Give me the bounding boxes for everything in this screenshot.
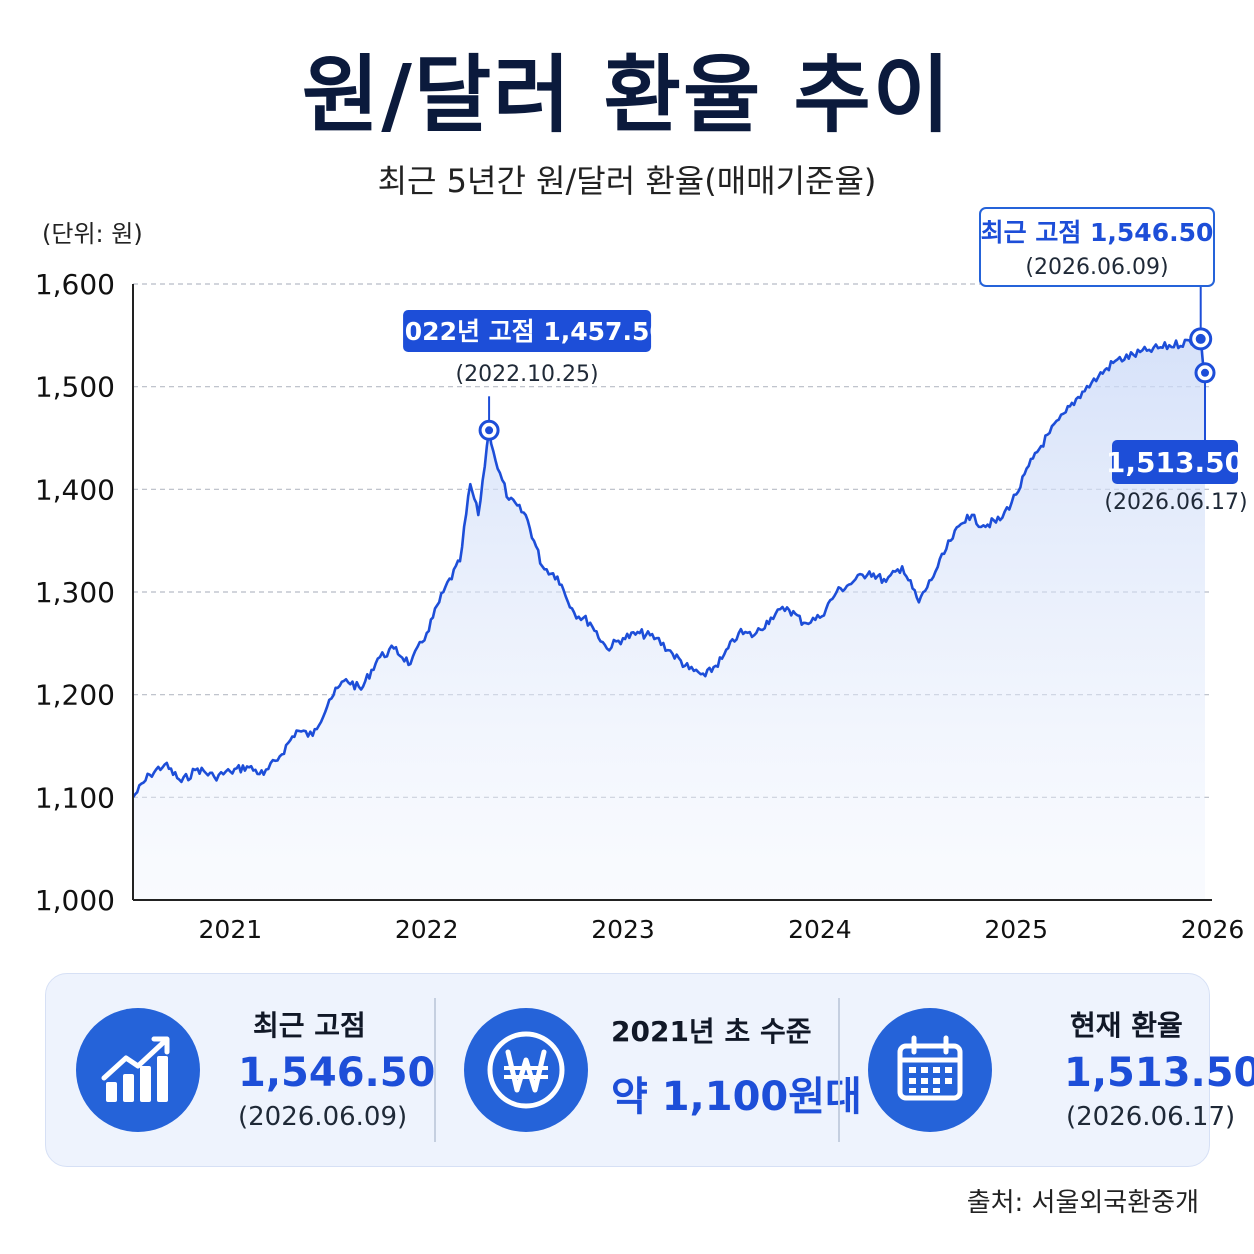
annotation-date: (2026.06.09) [1025,255,1168,280]
stat-date: (2026.06.17) [1066,1102,1236,1132]
y-tick-label: 1,300 [35,576,115,609]
series-line [131,337,1207,799]
y-tick-label: 1,500 [35,371,115,404]
stat-label: 현재 환율 [1070,1009,1183,1042]
annotation-marker-dot [1201,368,1210,377]
stat-2021-level: 2021년 초 수준 약 1,100원대 [436,974,862,1166]
axis-layer: 1,000 1,100 1,200 1,300 1,400 1,500 1,600 2021 2… [35,268,1245,944]
y-tick-label: 1,400 [35,473,115,506]
annotation-marker-dot [485,426,494,435]
unit-label: (단위: 원) [42,220,143,248]
area-layer [133,338,1205,901]
exchange-rate-chart: 1,000 1,100 1,200 1,300 1,400 1,500 1,600 2021 2… [35,207,1248,944]
stat-label: 최근 고점 [253,1009,366,1042]
chart-subtitle: 최근 5년간 원/달러 환율(매매기준율) [377,162,877,200]
stat-date: (2026.06.09) [238,1102,408,1132]
annotation-label: 1,513.50 [1106,446,1244,479]
y-tick-label: 1,100 [35,781,115,814]
x-tick-label: 2025 [984,915,1048,944]
y-tick-label: 1,000 [35,884,115,917]
annotation-layer: 2022년 고점 1,457.50 (2022.10.25) 최근 고점 1,546… [387,207,1248,515]
divider [434,998,436,1142]
annotation-date: (2026.06.17) [1104,490,1247,515]
series-area [133,338,1205,901]
trend-up-bars-icon [76,1008,200,1132]
x-tick-label: 2022 [395,915,459,944]
source-note: 출처: 서울외국환중개 [966,1188,1199,1218]
chart-title: 원/달러 환율 추이 [301,46,953,144]
stat-value: 1,513.50 [1064,1050,1254,1096]
calendar-icon [868,1008,992,1132]
x-tick-label: 2026 [1181,915,1245,944]
annotation-marker-dot [1195,333,1206,344]
x-tick-label: 2021 [199,915,263,944]
stat-label: 2021년 초 수준 [611,1015,812,1048]
x-tick-label: 2023 [591,915,655,944]
stat-value: 1,546.50 [238,1050,436,1096]
annotation-box [979,207,1215,287]
won-coin-icon [464,1008,588,1132]
summary-panel: 최근 고점 1,546.50 (2026.06.09) 2021년 초 수준 약… [45,973,1254,1167]
annotation-box [403,310,652,352]
y-tick-label: 1,200 [35,679,115,712]
stat-recent-high: 최근 고점 1,546.50 (2026.06.09) [46,974,436,1166]
annotation-label: 2022년 고점 1,457.50 [387,317,666,346]
annotation-date: (2022.10.25) [456,362,599,387]
annotation-box [1112,440,1238,484]
annotation-label: 최근 고점 1,546.50 [981,218,1214,247]
y-tick-label: 1,600 [35,268,115,301]
line-layer [131,337,1207,799]
stat-value: 약 1,100원대 [611,1074,862,1120]
x-tick-label: 2024 [788,915,852,944]
divider [838,998,840,1142]
stat-current-rate: 현재 환율 1,513.50 (2026.06.17) [840,974,1254,1166]
